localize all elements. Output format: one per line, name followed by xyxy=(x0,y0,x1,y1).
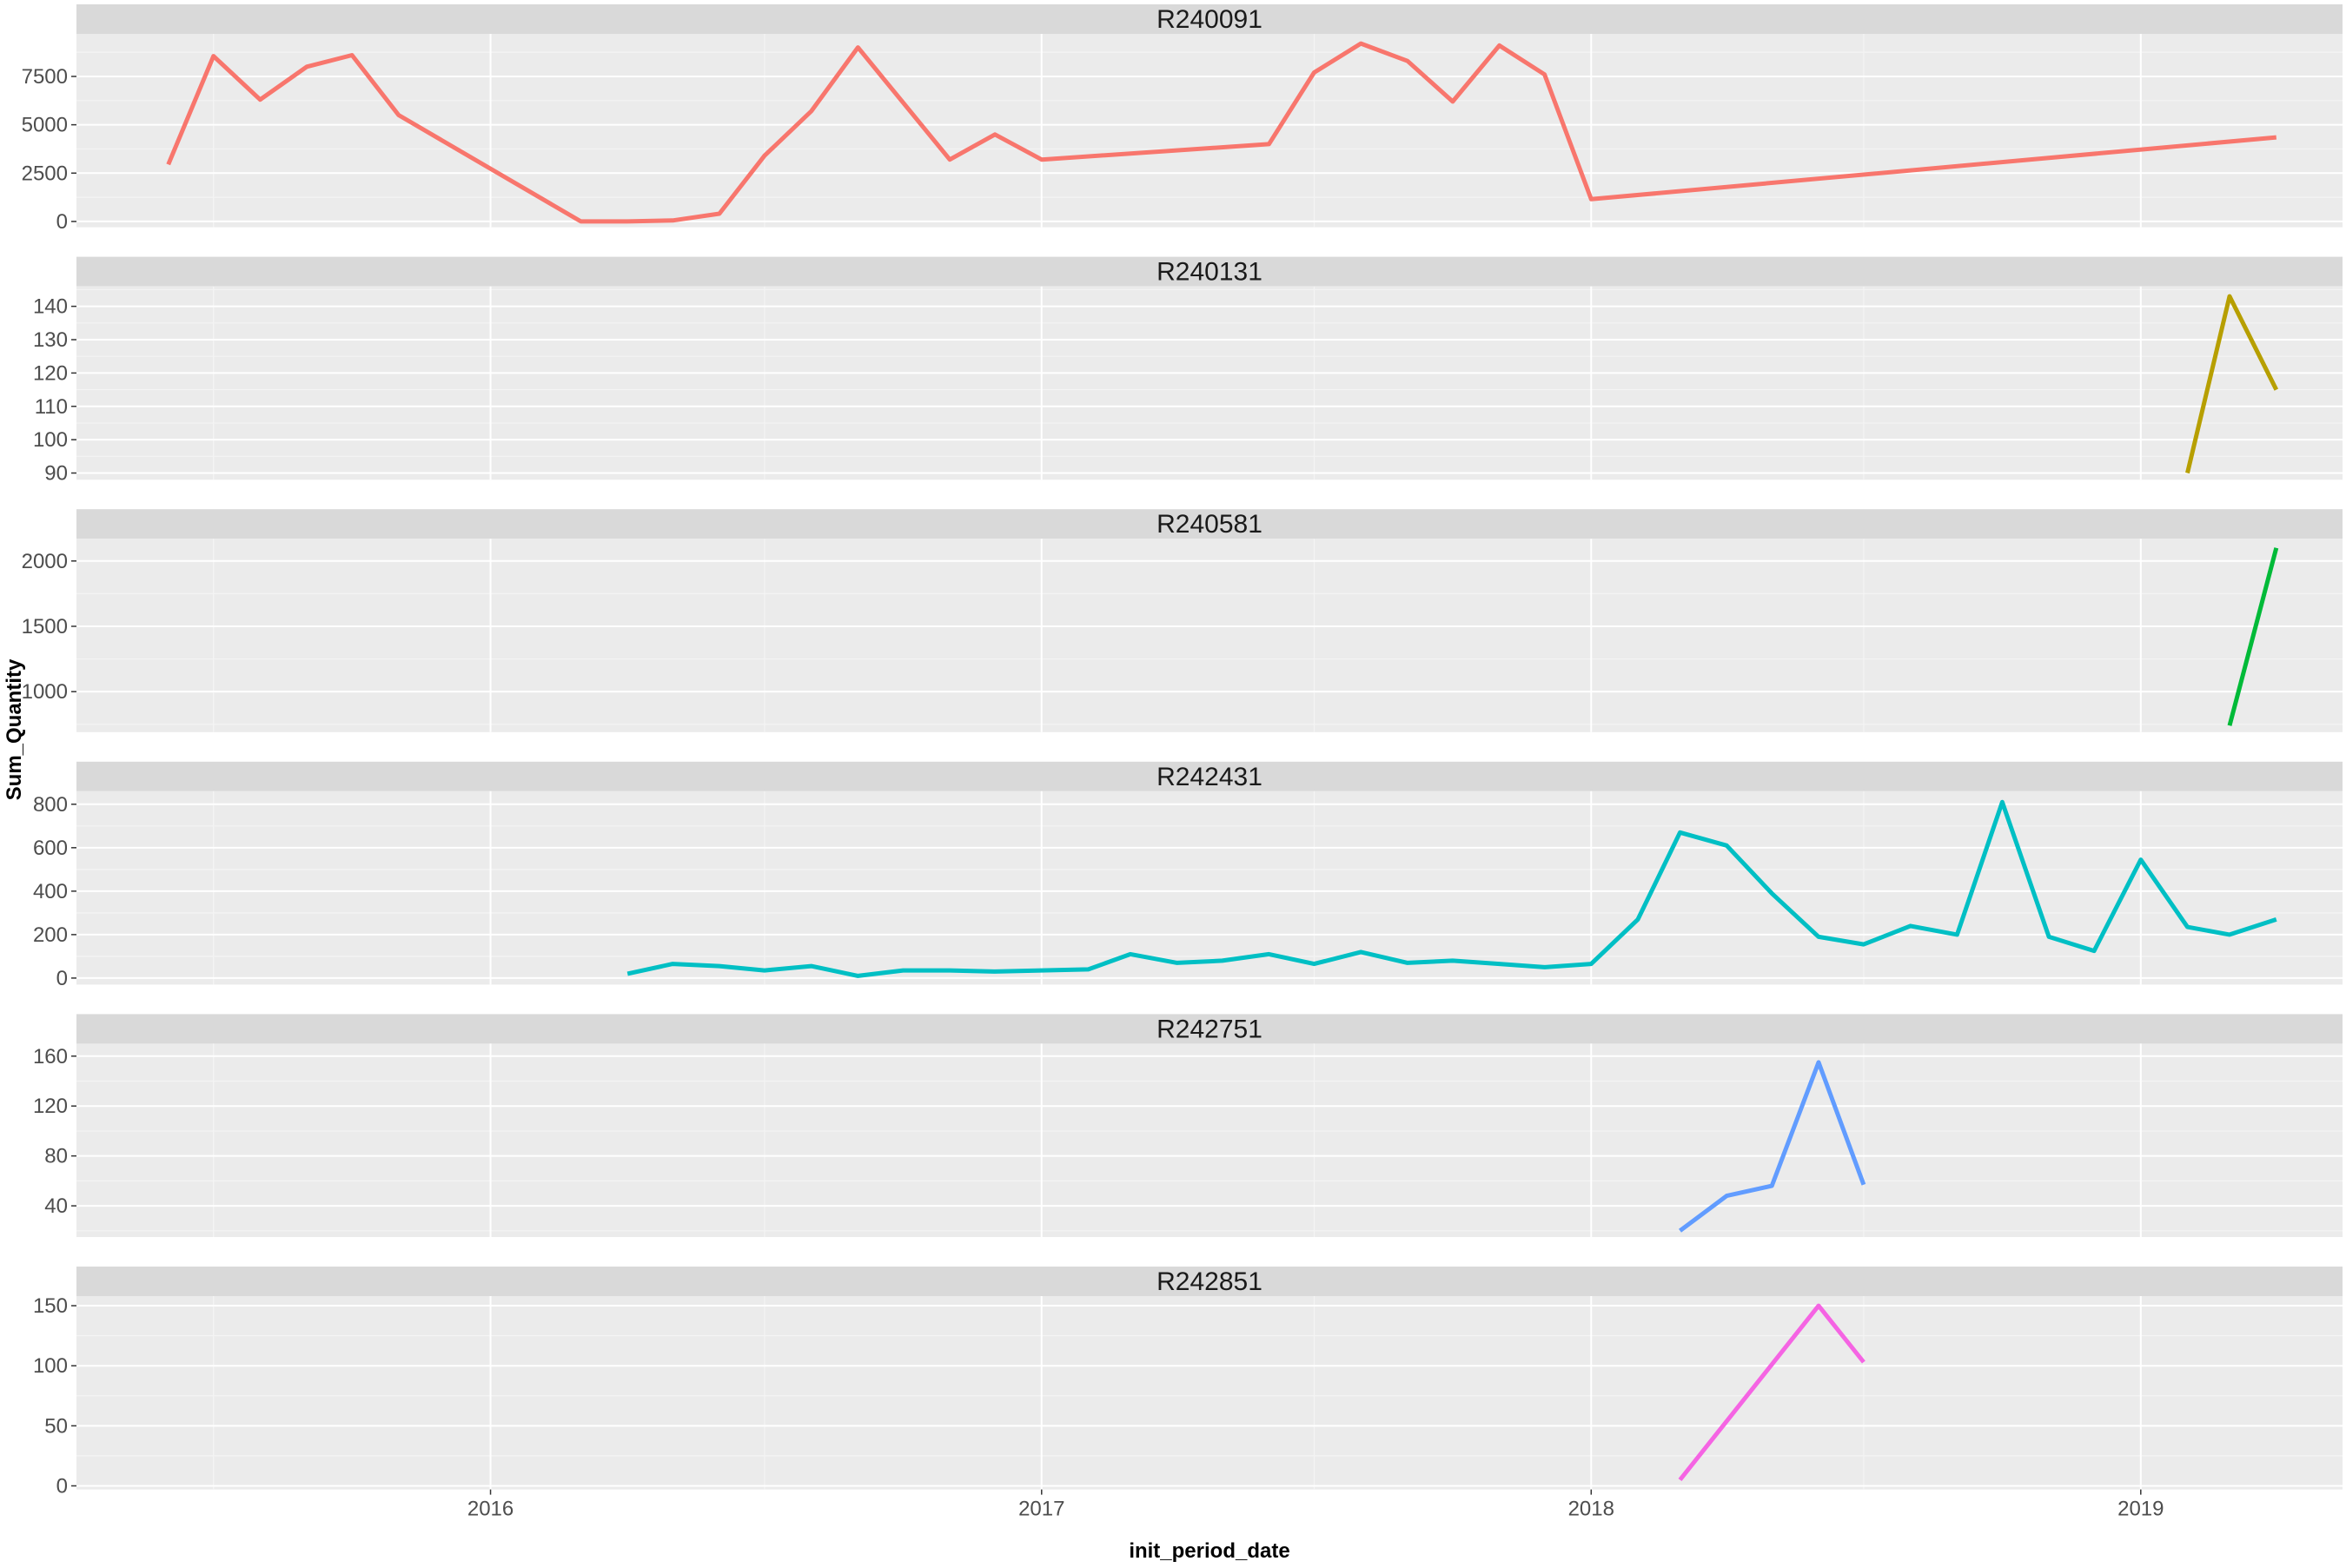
facet-strip xyxy=(76,4,2343,34)
series-line-r242431 xyxy=(626,799,2277,978)
facet-strip-label: R242851 xyxy=(1156,1267,1262,1296)
y-tick-label: 5000 xyxy=(22,114,68,137)
facet-strip xyxy=(76,1014,2343,1044)
panel-background xyxy=(76,34,2343,228)
series-line-r242851 xyxy=(1678,1303,1866,1482)
y-tick-label: 0 xyxy=(56,210,68,234)
y-tick-label: 100 xyxy=(33,428,68,452)
x-tick-label: 2019 xyxy=(2117,1498,2164,1521)
y-tick-label: 120 xyxy=(33,361,68,385)
y-tick-label: 80 xyxy=(44,1145,68,1168)
facet-panel-r242751: R242751 40 80 120 160 xyxy=(33,1014,2343,1237)
y-tick-label: 0 xyxy=(56,1474,68,1498)
facet-panel-r242851: R242851 0 50 100 150 2016 2017 2018 2019 xyxy=(33,1267,2343,1521)
facet-strip xyxy=(76,256,2343,287)
facet-strip-label: R242751 xyxy=(1156,1015,1262,1043)
y-tick-label: 0 xyxy=(56,967,68,990)
facet-panel-r240091: R240091 0 2500 5000 7500 xyxy=(22,4,2343,234)
y-tick-label: 400 xyxy=(33,880,68,903)
facet-strip-label: R240091 xyxy=(1156,5,1262,34)
y-tick-label: 130 xyxy=(33,328,68,352)
panel-background xyxy=(76,1296,2343,1490)
y-tick-label: 160 xyxy=(33,1045,68,1068)
panel-background xyxy=(76,791,2343,985)
series-line-r240581 xyxy=(2227,547,2279,726)
y-tick-label: 110 xyxy=(35,395,68,419)
y-tick-label: 200 xyxy=(33,923,68,947)
y-tick-label: 120 xyxy=(33,1095,68,1118)
y-tick-label: 1000 xyxy=(22,680,68,704)
x-tick-label: 2017 xyxy=(1018,1498,1064,1521)
y-axis-title: Sum_Quantity xyxy=(3,658,26,800)
facet-strip xyxy=(76,761,2343,791)
x-tick-label: 2018 xyxy=(1568,1498,1614,1521)
facet-strip-label: R240131 xyxy=(1156,258,1262,287)
y-tick-label: 50 xyxy=(44,1414,68,1438)
panel-background xyxy=(76,1043,2343,1237)
panel-background xyxy=(76,539,2343,732)
y-tick-label: 140 xyxy=(33,295,68,319)
y-tick-label: 2500 xyxy=(22,162,68,185)
facet-strip-label: R240581 xyxy=(1156,510,1262,539)
facet-strip xyxy=(76,509,2343,539)
x-tick-label: 2016 xyxy=(467,1498,514,1521)
series-line-r240131 xyxy=(2185,294,2279,474)
x-axis-title: init_period_date xyxy=(1129,1539,1289,1563)
panel-background xyxy=(76,286,2343,480)
y-tick-label: 100 xyxy=(33,1354,68,1378)
y-tick-label: 2000 xyxy=(22,550,68,573)
y-tick-label: 1500 xyxy=(22,615,68,638)
y-tick-label: 600 xyxy=(33,837,68,860)
facet-panel-r242431: R242431 0 200 400 600 800 xyxy=(33,761,2343,990)
y-tick-label: 800 xyxy=(33,793,68,817)
facet-strip-label: R242431 xyxy=(1156,763,1262,791)
y-tick-label: 40 xyxy=(44,1194,68,1218)
facet-panel-r240131: R240131 90 100 110 120 130 140 xyxy=(33,256,2343,486)
y-tick-label: 150 xyxy=(33,1294,68,1318)
series-line-r240091 xyxy=(166,41,2277,224)
facet-panel-r240581: R240581 1000 1500 2000 xyxy=(22,509,2343,732)
series-line-r242751 xyxy=(1679,1060,1866,1233)
y-tick-label: 90 xyxy=(44,462,68,486)
facet-strip xyxy=(76,1267,2343,1296)
y-tick-label: 7500 xyxy=(22,65,68,89)
